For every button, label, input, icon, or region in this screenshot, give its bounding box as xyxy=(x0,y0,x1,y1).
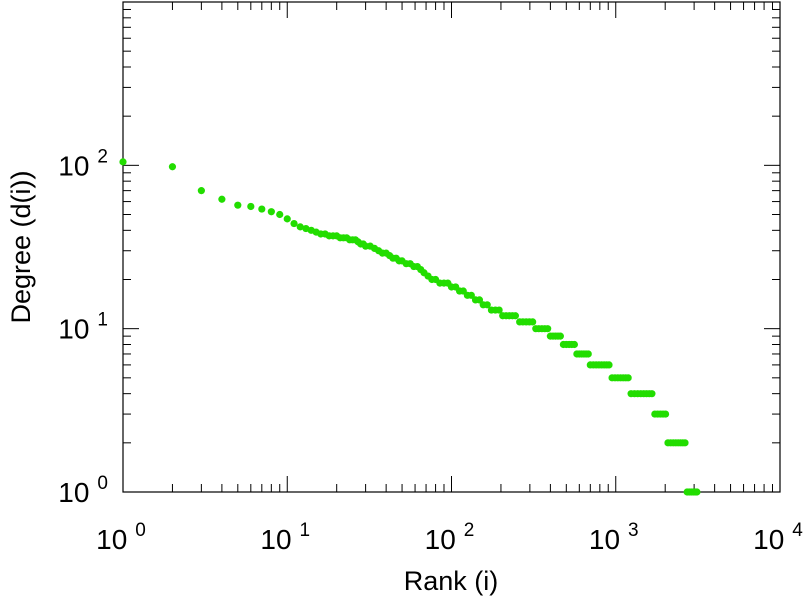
data-point xyxy=(648,390,656,398)
data-point xyxy=(681,439,689,447)
y-axis-title: Degree (d(i)) xyxy=(6,170,36,323)
data-point xyxy=(290,219,298,228)
data-point xyxy=(234,201,242,209)
x-tick-label: 10 4 xyxy=(753,520,803,555)
data-point xyxy=(218,195,226,203)
data-point xyxy=(693,488,701,496)
y-tick-label: 10 1 xyxy=(58,310,108,345)
data-point xyxy=(267,208,275,216)
data-point xyxy=(168,163,177,171)
y-tick-label: 10 2 xyxy=(58,146,108,181)
data-point xyxy=(119,158,127,166)
x-tick-label: 10 2 xyxy=(425,520,475,555)
data-point xyxy=(296,223,304,231)
data-point xyxy=(276,210,284,219)
data-point xyxy=(570,340,578,349)
data-point xyxy=(661,410,670,418)
data-point xyxy=(584,350,592,358)
data-point xyxy=(283,215,291,223)
data-point xyxy=(258,205,266,213)
data-point xyxy=(544,325,552,333)
x-tick-label: 10 3 xyxy=(589,520,639,555)
data-point xyxy=(483,301,491,309)
x-tick-label: 10 0 xyxy=(96,520,146,555)
x-tick-label: 10 1 xyxy=(260,520,310,555)
data-point xyxy=(556,332,564,340)
data-point xyxy=(511,312,520,320)
data-point xyxy=(605,361,613,369)
axis-ticks xyxy=(123,2,780,492)
data-point xyxy=(475,296,484,304)
data-point xyxy=(529,318,537,326)
data-point xyxy=(467,291,475,299)
y-tick-label: 10 0 xyxy=(58,473,108,508)
x-tick-labels: 10 0 10 1 10 2 10 3 10 4 xyxy=(96,520,803,555)
data-points xyxy=(119,158,701,496)
data-point xyxy=(495,306,503,314)
data-point xyxy=(624,374,632,382)
data-point xyxy=(247,202,255,211)
x-axis-title: Rank (i) xyxy=(404,566,499,596)
plot-frame xyxy=(122,1,781,493)
data-point xyxy=(197,187,205,195)
